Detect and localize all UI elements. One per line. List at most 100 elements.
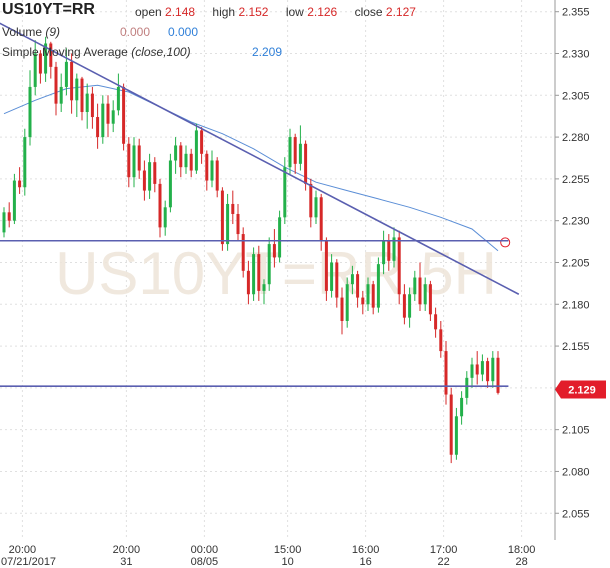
candle-body xyxy=(2,212,6,233)
candle-body xyxy=(18,180,22,188)
sma-value: 2.209 xyxy=(252,45,283,59)
candle-body xyxy=(142,170,146,191)
candle-body xyxy=(132,145,136,178)
y-tick-label: 2.205 xyxy=(562,257,590,269)
candle-body xyxy=(252,254,256,295)
x-tick-label-time: 16:00 xyxy=(352,544,380,556)
candle-body xyxy=(168,160,172,208)
candle-body xyxy=(267,244,271,285)
y-tick-label: 2.155 xyxy=(562,341,590,353)
x-tick-label-date: 10 xyxy=(281,556,293,568)
candle-body xyxy=(75,78,79,101)
volume-readout: Volume (9) 0.000 0.000 xyxy=(2,25,198,39)
candle-body xyxy=(470,364,474,378)
candle-body xyxy=(434,314,438,330)
x-tick-label-date: 16 xyxy=(359,556,371,568)
candle-body xyxy=(392,237,396,261)
x-tick-label-time: 17:00 xyxy=(430,544,458,556)
candle-body xyxy=(215,160,219,191)
volume-label: Volume xyxy=(2,25,43,39)
candle-body xyxy=(324,240,328,291)
candle-body xyxy=(80,78,84,113)
candle-body xyxy=(465,377,469,398)
x-tick-label-date: 07/21/2017 xyxy=(1,556,56,568)
candle-body xyxy=(496,357,500,393)
y-tick-label: 2.055 xyxy=(562,508,590,520)
candle-body xyxy=(12,180,16,221)
candle-body xyxy=(148,162,152,191)
sma-line-layer xyxy=(3,84,511,252)
y-tick-label: 2.230 xyxy=(562,216,590,228)
candle-body xyxy=(423,284,427,305)
x-tick-label-date: 28 xyxy=(515,556,527,568)
candle-body xyxy=(85,93,89,113)
candle-body xyxy=(241,234,245,271)
candle-body xyxy=(96,117,100,138)
candle-body xyxy=(101,103,105,138)
candle-body xyxy=(418,277,422,305)
volume-value-2: 0.000 xyxy=(168,25,199,39)
candle-body xyxy=(106,103,110,124)
candle-body xyxy=(111,110,115,124)
candle-body xyxy=(210,160,214,181)
candle-body xyxy=(397,237,401,295)
y-tick-label: 2.080 xyxy=(562,466,590,478)
chart-watermark: US10YT=RR.5H xyxy=(55,240,497,307)
candle-body xyxy=(376,264,380,308)
candle-body xyxy=(174,145,178,161)
trendlines-layer[interactable] xyxy=(0,20,520,387)
candle-body xyxy=(226,203,230,245)
symbol-label: US10YT=RR xyxy=(2,1,95,18)
x-tick-label-time: 15:00 xyxy=(274,544,302,556)
candle-body xyxy=(64,61,68,87)
candle-body xyxy=(486,361,490,382)
high-value: 2.152 xyxy=(238,5,269,19)
candle-body xyxy=(304,143,308,184)
candle-body xyxy=(184,153,188,168)
candle-body xyxy=(23,137,27,188)
sma-readout: Simple Moving Average (close,100) 2.209 xyxy=(2,45,282,59)
candle-body xyxy=(220,190,224,245)
y-tick-label: 2.105 xyxy=(562,425,590,437)
candle-body xyxy=(314,197,318,218)
candle-body xyxy=(480,361,484,375)
candle-body xyxy=(356,274,360,298)
y-tick-label: 2.355 xyxy=(562,7,590,19)
y-tick-label: 2.255 xyxy=(562,174,590,186)
candle-body xyxy=(122,86,126,144)
y-tick-label: 2.330 xyxy=(562,48,590,60)
candle-body xyxy=(366,284,370,305)
candle-body xyxy=(137,145,141,171)
candle-body xyxy=(408,294,412,318)
candle-body xyxy=(33,53,37,87)
sma-param: (close,100) xyxy=(131,45,191,59)
candle-body xyxy=(402,294,406,318)
candle-body xyxy=(194,130,198,171)
x-tick-label-time: 20:00 xyxy=(113,544,141,556)
low-value: 2.126 xyxy=(307,5,338,19)
x-tick-label-date: 31 xyxy=(120,556,132,568)
y-tick-label: 2.305 xyxy=(562,90,590,102)
candle-body xyxy=(382,240,386,265)
candle-body xyxy=(54,66,58,104)
x-tick-label-date: 22 xyxy=(437,556,449,568)
trendline[interactable] xyxy=(0,20,520,295)
candle-body xyxy=(491,357,495,382)
candle-body xyxy=(163,207,167,228)
x-tick-label-time: 20:00 xyxy=(9,544,37,556)
volume-param: (9) xyxy=(45,25,61,39)
y-tick-label: 2.180 xyxy=(562,299,590,311)
last-price-tag: 2.129 xyxy=(555,380,606,399)
candle-body xyxy=(90,93,94,118)
open-label: open xyxy=(135,5,162,19)
sma-end-marker xyxy=(500,237,511,248)
candle-body xyxy=(231,203,235,214)
candle-body xyxy=(44,43,48,74)
candle-body xyxy=(262,284,266,291)
candle-body xyxy=(283,167,287,218)
candle-body xyxy=(257,254,261,291)
x-tick-label-time: 18:00 xyxy=(508,544,536,556)
candle-body xyxy=(205,153,209,181)
candle-body xyxy=(278,217,282,258)
y-axis: 2.355 2.330 2.305 2.280 2.255 2.230 2.205 2.180… xyxy=(555,7,590,520)
